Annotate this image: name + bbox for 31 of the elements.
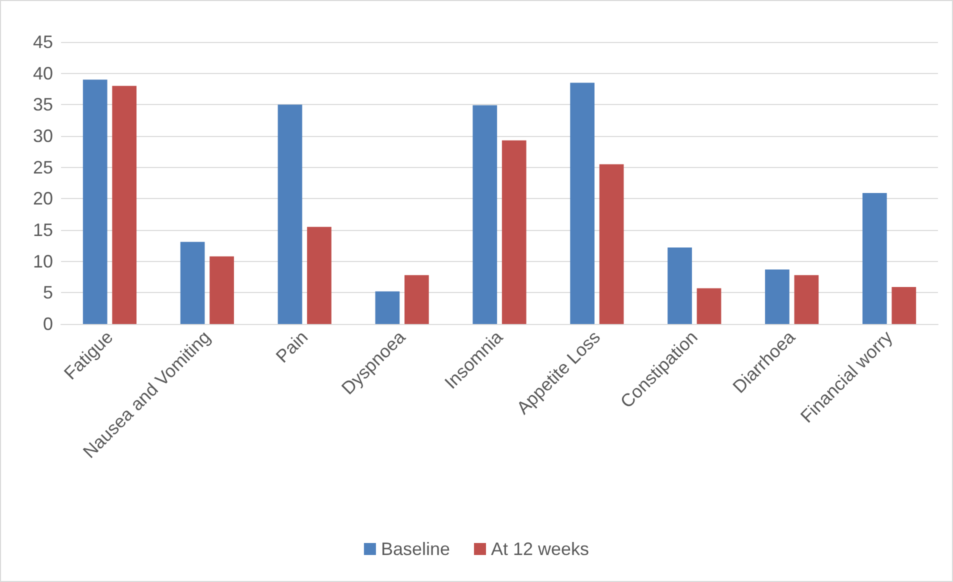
- y-tick-label: 35: [32, 94, 53, 115]
- y-tick-label: 20: [32, 188, 53, 209]
- bar: [307, 226, 332, 324]
- bar: [570, 82, 595, 324]
- bar: [180, 242, 205, 324]
- bar: [599, 164, 624, 324]
- y-tick-label: 30: [32, 126, 53, 146]
- bar: [472, 105, 498, 324]
- bar: [668, 248, 692, 324]
- y-tick-label: 0: [42, 314, 53, 334]
- y-tick-label: 10: [32, 251, 53, 272]
- legend-label: At 12 weeks: [491, 539, 590, 559]
- x-tick-label: Pain: [272, 326, 312, 367]
- bar: [765, 269, 790, 324]
- bar: [82, 80, 108, 324]
- bar: [112, 86, 137, 324]
- bar: [375, 291, 400, 324]
- bar: [892, 287, 916, 324]
- bar: [210, 256, 234, 324]
- bar: [794, 275, 819, 324]
- bar: [278, 104, 302, 324]
- y-tick-label: 40: [32, 63, 53, 84]
- y-tick-label: 15: [32, 220, 53, 240]
- bar: [404, 275, 429, 324]
- y-tick-label: 45: [32, 32, 53, 52]
- y-tick-label: 25: [32, 157, 53, 178]
- bar: [696, 288, 722, 324]
- bar: [502, 140, 526, 324]
- y-tick-label: 5: [42, 282, 53, 303]
- bar: [862, 193, 887, 324]
- legend-label: Baseline: [380, 539, 450, 559]
